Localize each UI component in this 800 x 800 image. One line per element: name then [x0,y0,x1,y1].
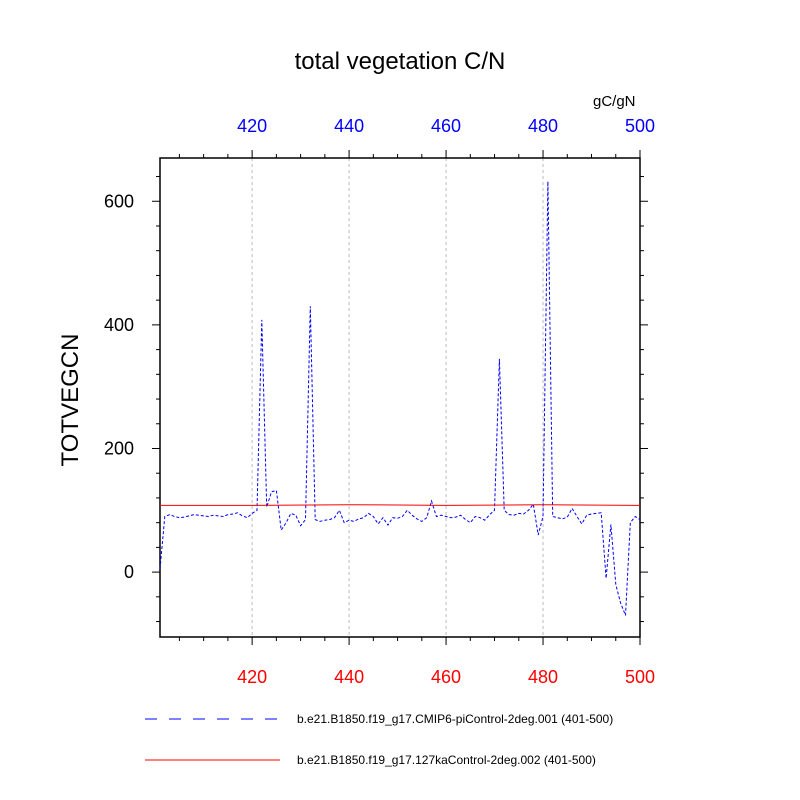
plot-frame [159,157,641,638]
legend-label-series-1: b.e21.B1850.f19_g17.CMIP6-piControl-2deg… [297,712,614,726]
series-line-2 [160,504,641,506]
x-top-tick-label: 480 [528,116,558,136]
x-top-tick-label: 420 [237,116,267,136]
top-axis-units: gC/gN [593,93,636,110]
x-tick-label: 420 [237,667,267,687]
legend-label-series-2: b.e21.B1850.f19_g17.127kaControl-2deg.00… [297,753,596,767]
x-tick-label: 500 [625,667,655,687]
x-top-tick-label: 500 [625,116,655,136]
x-top-tick-label: 440 [334,116,364,136]
y-tick-label: 200 [104,438,134,458]
x-top-tick-label: 460 [431,116,461,136]
chart-title: total vegetation C/N [294,48,506,75]
y-tick-label: 400 [104,315,134,335]
y-tick-label: 600 [104,191,134,211]
x-tick-label: 440 [334,667,364,687]
y-axis-label: TOTVEGCN [57,334,84,467]
series-line-1 [159,181,641,616]
x-tick-label: 460 [431,667,461,687]
y-tick-label: 0 [124,562,134,582]
x-tick-label: 480 [528,667,558,687]
